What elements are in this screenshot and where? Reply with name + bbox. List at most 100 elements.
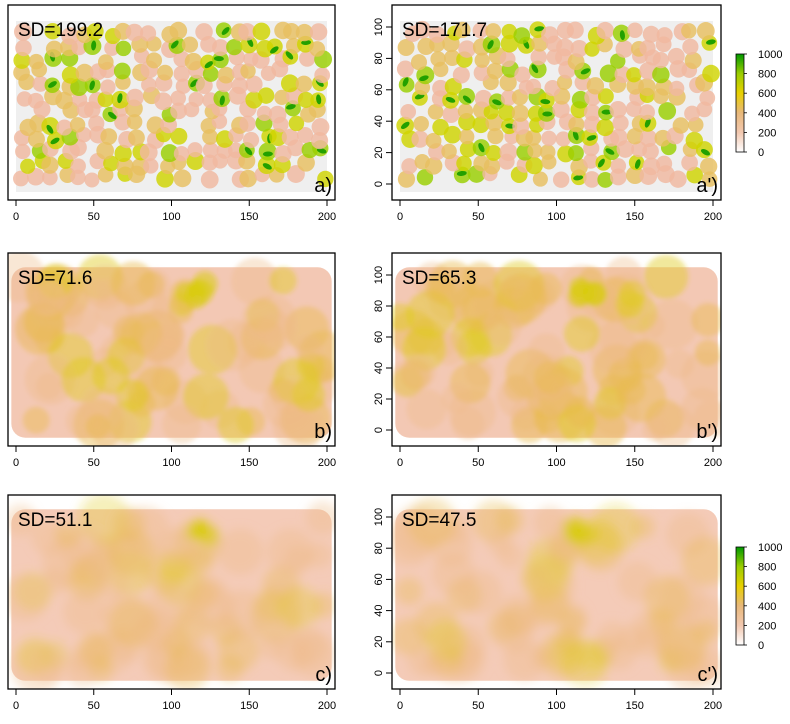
density-blob: [230, 257, 279, 306]
tree-crown-mark: [140, 25, 157, 42]
overlap-mark: [700, 149, 711, 156]
tree-crown-mark: [474, 52, 490, 68]
tree-crown-mark: [157, 64, 174, 81]
y-tick-label: 100: [373, 508, 385, 526]
tree-crown-mark: [567, 53, 585, 71]
x-tick-label: 0: [397, 211, 403, 223]
x-tick-label: 100: [547, 211, 565, 223]
density-blob: [693, 399, 721, 438]
tree-crown-mark: [113, 62, 131, 80]
overlap-mark: [542, 111, 553, 117]
legend-tick-label: 800: [758, 69, 776, 81]
sd-annotation: SD=65.3: [402, 268, 476, 289]
tree-crown-mark: [187, 142, 203, 158]
tree-crown-mark: [656, 155, 673, 172]
tree-crown-mark: [652, 51, 669, 69]
sd-annotation: SD=171.7: [402, 20, 487, 41]
x-tick-label: 50: [472, 457, 484, 469]
tree-crown-mark: [556, 38, 574, 57]
tree-crown-mark: [114, 144, 132, 163]
panel-label: b'): [696, 421, 718, 443]
tree-crown-mark: [125, 23, 144, 42]
tree-crown-mark: [656, 27, 673, 44]
x-tick-label: 200: [318, 700, 336, 712]
legend-tick-label: 200: [758, 127, 776, 139]
density-blob: [192, 271, 218, 297]
tree-crown-mark: [217, 66, 235, 84]
density-blob: [584, 405, 627, 446]
tree-crown-mark: [413, 115, 429, 132]
tree-crown-mark: [188, 91, 204, 107]
overlap-mark: [262, 163, 272, 170]
density-blob: [441, 383, 472, 414]
y-tick-label: 0: [373, 670, 385, 676]
panel-b-prime: 0 50 100 150 200 0 20 40 60 80 100 SD=65.3 b'): [373, 252, 722, 469]
tree-crown-mark: [154, 92, 173, 111]
tree-crown-mark: [45, 40, 63, 58]
y-tick-label: 60: [373, 331, 385, 343]
tree-crown-mark: [527, 143, 543, 159]
tree-crown-mark: [614, 66, 632, 84]
y-tick-label: 20: [373, 393, 385, 405]
tree-crown-mark: [296, 126, 314, 144]
tree-crown-mark: [566, 21, 584, 39]
overlap-mark: [605, 148, 615, 155]
tree-crown-mark: [283, 22, 300, 40]
overlap-mark: [573, 175, 584, 181]
x-tick-label: 200: [704, 211, 722, 223]
overlap-mark: [586, 135, 597, 141]
density-blob: [564, 396, 596, 428]
overlap-mark: [301, 39, 312, 45]
density-blob: [406, 497, 457, 548]
density-blob: [400, 353, 436, 390]
tree-crown-mark: [500, 34, 519, 53]
sd-annotation: SD=47.5: [402, 510, 476, 531]
tree-crown-mark: [667, 47, 685, 65]
sd-annotation: SD=199.2: [18, 20, 103, 41]
panel-b: 0 50 100 150 200 SD=71.6 b): [7, 252, 336, 469]
tree-crown-mark: [200, 170, 219, 189]
overlap-mark: [286, 104, 296, 110]
tree-crown-mark: [126, 88, 144, 107]
tree-crown-mark: [597, 88, 614, 105]
tree-crown-mark: [642, 25, 660, 43]
overlap-mark: [492, 99, 502, 106]
color-legend-top: 0 200 400 600 800 1000: [735, 49, 782, 159]
tree-crown-mark: [525, 78, 542, 95]
density-blob: [92, 357, 130, 395]
tree-crown-mark: [41, 156, 59, 174]
y-tick-label: 60: [373, 573, 385, 585]
x-tick-label: 50: [472, 211, 484, 223]
tree-crown-mark: [525, 156, 543, 175]
overlap-mark: [316, 94, 322, 105]
tree-crown-mark: [397, 170, 416, 188]
tree-crown-mark: [626, 67, 642, 83]
tree-crown-mark: [555, 131, 571, 147]
tree-crown-mark: [287, 165, 305, 183]
tree-crown-mark: [544, 80, 561, 97]
tree-crown-mark: [173, 169, 192, 188]
tree-crown-mark: [459, 140, 477, 158]
tree-crown-mark: [410, 54, 428, 71]
density-blob: [305, 501, 335, 535]
tree-crown-mark: [103, 155, 119, 172]
overlap-mark: [285, 51, 294, 60]
tree-crown-mark: [146, 116, 165, 134]
y-tick-label: 80: [373, 542, 385, 554]
tree-crown-mark: [96, 141, 114, 160]
x-tick-label: 0: [397, 700, 403, 712]
tree-crown-mark: [609, 168, 627, 186]
density-blob: [111, 507, 146, 541]
tree-crown-mark: [681, 23, 697, 39]
overlap-mark: [531, 64, 539, 74]
panel-label: a'): [696, 175, 718, 197]
y-tick-label: 80: [373, 52, 385, 64]
x-tick-label: 100: [547, 700, 565, 712]
tree-crown-mark: [15, 39, 32, 57]
tree-crown-mark: [69, 117, 86, 133]
tree-crown-mark: [295, 23, 314, 42]
tree-crown-mark: [499, 51, 516, 68]
tree-crown-mark: [472, 22, 489, 39]
tree-crown-mark: [586, 77, 605, 95]
density-blob: [563, 315, 600, 352]
